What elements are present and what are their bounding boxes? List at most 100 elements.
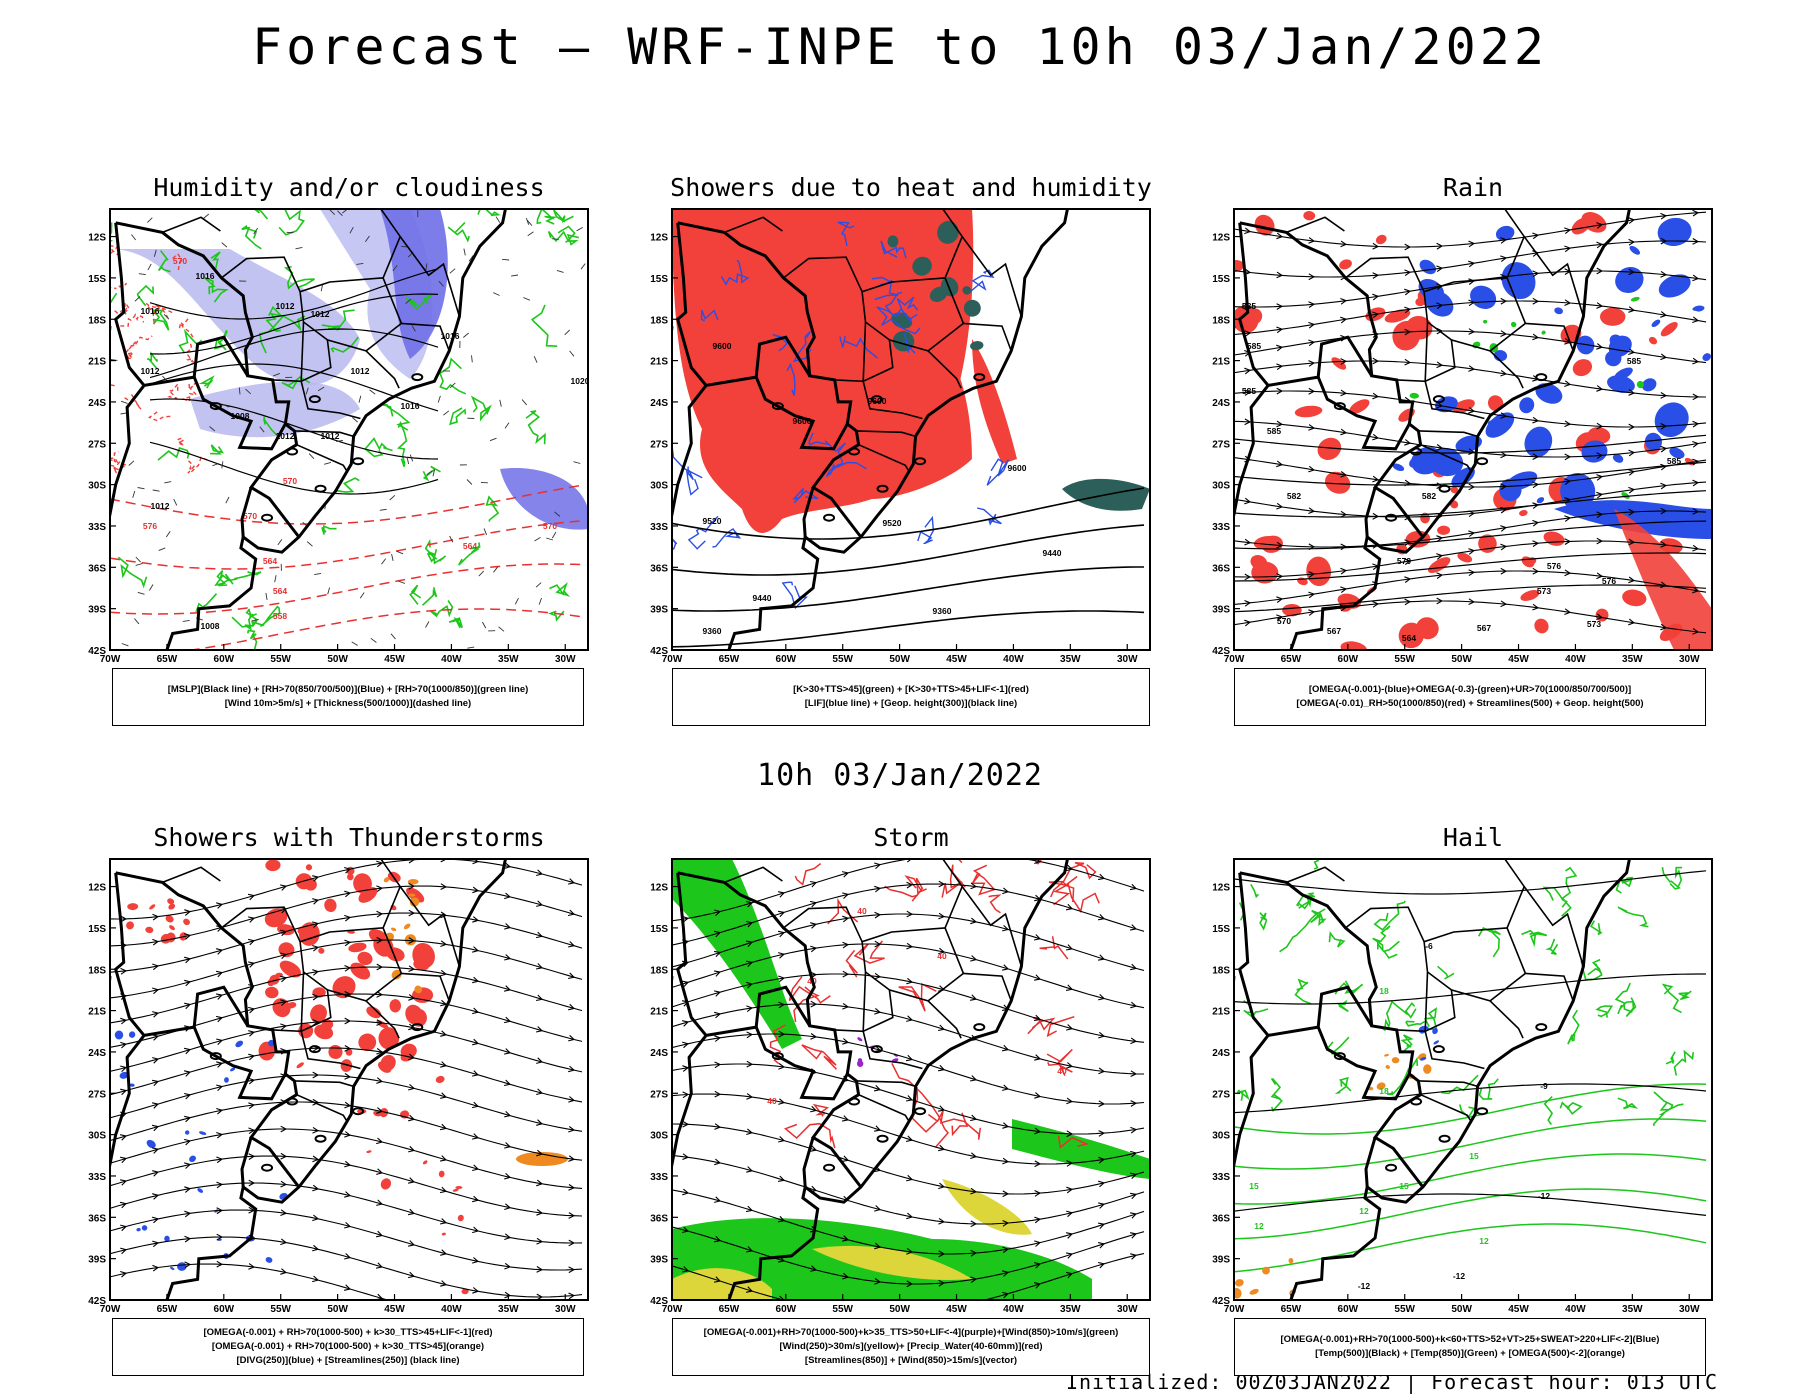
wind-arrow: [489, 437, 497, 442]
precip-water-red-lines-segment: [1046, 1015, 1075, 1038]
streamline-arrow: [471, 1133, 480, 1140]
thickness-red-dashed-segment: [147, 411, 172, 422]
streamline-arrow: [1066, 1024, 1074, 1031]
lif-blue-lines-segment: [700, 309, 719, 322]
streamline-arrow: [1244, 599, 1252, 607]
streamline-arrow: [568, 1212, 576, 1219]
streamline-arrow: [1436, 535, 1444, 542]
lif-blue-lines-segment: [874, 279, 899, 301]
red-rain-cells-cell: [1251, 561, 1279, 584]
rh-green-lines-segment: [258, 315, 306, 354]
streamline: [1234, 420, 1707, 458]
contour-label: 570: [1277, 616, 1291, 626]
legend-line: [MSLP](Black line) + [RH>70(850/700/500)…: [167, 684, 529, 695]
streamline-arrow: [1001, 1044, 1010, 1052]
x-tick-label: 40W: [1003, 654, 1024, 665]
wind-arrow: [437, 395, 441, 403]
streamline-arrow: [1500, 237, 1508, 244]
streamline-arrow: [216, 1181, 224, 1189]
streamline-arrow: [1308, 387, 1316, 395]
wind-arrow: [135, 556, 141, 563]
streamline-arrow: [1066, 1097, 1074, 1105]
temp-850-green-lines-segment: [1440, 1074, 1479, 1095]
streamline: [110, 1209, 583, 1271]
political-border: [675, 872, 708, 1037]
wind-arrow: [534, 537, 541, 542]
streamline-arrow: [1404, 358, 1412, 366]
lake-outline: [876, 1134, 889, 1143]
streamline-arrow: [1129, 883, 1138, 891]
streamline-arrow: [1002, 1220, 1010, 1227]
streamline-arrow: [216, 1233, 224, 1241]
y-tick-label: 24S: [88, 398, 106, 409]
rh-green-lines-segment: [247, 629, 258, 650]
streamline-arrow: [408, 1023, 416, 1031]
thickness-red-dashed-segment: [124, 340, 138, 360]
x-tick-label: 45W: [384, 1304, 405, 1315]
streamline-arrow: [408, 1053, 416, 1061]
streamline-arrow: [1596, 613, 1604, 621]
streamline-arrow: [746, 1060, 754, 1068]
political-border: [1345, 906, 1425, 943]
green-showers-cells-cell: [940, 277, 959, 297]
streamline-arrow: [1340, 297, 1348, 305]
y-tick-label: 15S: [650, 924, 668, 935]
streamline-arrow: [1404, 328, 1412, 336]
contour-label: 18: [1379, 1086, 1389, 1096]
blue-rain-cells-cell: [1434, 396, 1458, 413]
rh-green-lines-segment: [557, 225, 576, 243]
streamline-arrow: [344, 1101, 352, 1109]
wind-arrow: [426, 470, 433, 475]
red-showers-region: [972, 339, 1017, 464]
streamline-arrow: [1500, 255, 1508, 263]
streamline-arrow: [1628, 217, 1636, 224]
y-tick-label: 27S: [650, 439, 668, 450]
wind-arrow: [527, 231, 534, 237]
political-border: [802, 486, 815, 538]
streamline-arrow: [746, 1166, 754, 1173]
wind-arrow: [466, 479, 473, 485]
streamline-arrow: [809, 900, 818, 908]
streamline: [1234, 457, 1707, 488]
streamline-arrow: [503, 1048, 512, 1055]
streamline-arrow: [874, 1278, 882, 1285]
streamline-arrow: [504, 1142, 512, 1149]
red-storm-cells-cell: [149, 904, 156, 910]
streamline-arrow: [1532, 540, 1540, 547]
political-border: [1423, 927, 1527, 1002]
contour-label: 18: [1379, 986, 1389, 996]
political-border: [861, 277, 965, 352]
streamline-arrow: [1002, 1084, 1010, 1091]
streamline-arrow: [568, 1125, 576, 1133]
streamline-arrow: [1034, 1092, 1042, 1099]
temp-850-green-lines-segment: [1404, 1002, 1417, 1019]
temp-850-green-lines-segment: [1328, 931, 1346, 948]
streamline-arrow: [1468, 407, 1476, 414]
rh-green-lines-segment: [449, 407, 467, 426]
political-border: [240, 486, 253, 538]
legend-line: [OMEGA(-0.001)-(blue)+OMEGA(-0.3)-(green…: [1308, 684, 1632, 695]
streamline-arrow: [1034, 1216, 1042, 1224]
temp-850-green-lines-segment: [1405, 1020, 1426, 1027]
streamline-arrow: [714, 909, 722, 917]
streamline-arrow: [906, 859, 913, 863]
streamline-arrow: [152, 1216, 160, 1224]
purple-severe-cells-cell: [856, 1060, 864, 1067]
lake-outline: [876, 484, 889, 493]
wind-arrow: [389, 494, 396, 501]
streamline-arrow: [1002, 1270, 1010, 1277]
political-border: [862, 339, 923, 420]
streamline-arrow: [682, 1188, 690, 1196]
streamline-arrow: [440, 1061, 448, 1068]
streamline: [1234, 600, 1707, 634]
political-border: [300, 339, 361, 420]
green-showers-cells-cell: [887, 235, 899, 248]
x-tick-label: 55W: [832, 1304, 853, 1315]
streamline-arrow: [279, 884, 288, 891]
political-border: [299, 277, 403, 352]
streamline-arrow: [183, 1070, 192, 1077]
wind-arrow: [449, 382, 456, 389]
streamline-arrow: [503, 1079, 512, 1087]
wind-arrow: [425, 263, 428, 271]
